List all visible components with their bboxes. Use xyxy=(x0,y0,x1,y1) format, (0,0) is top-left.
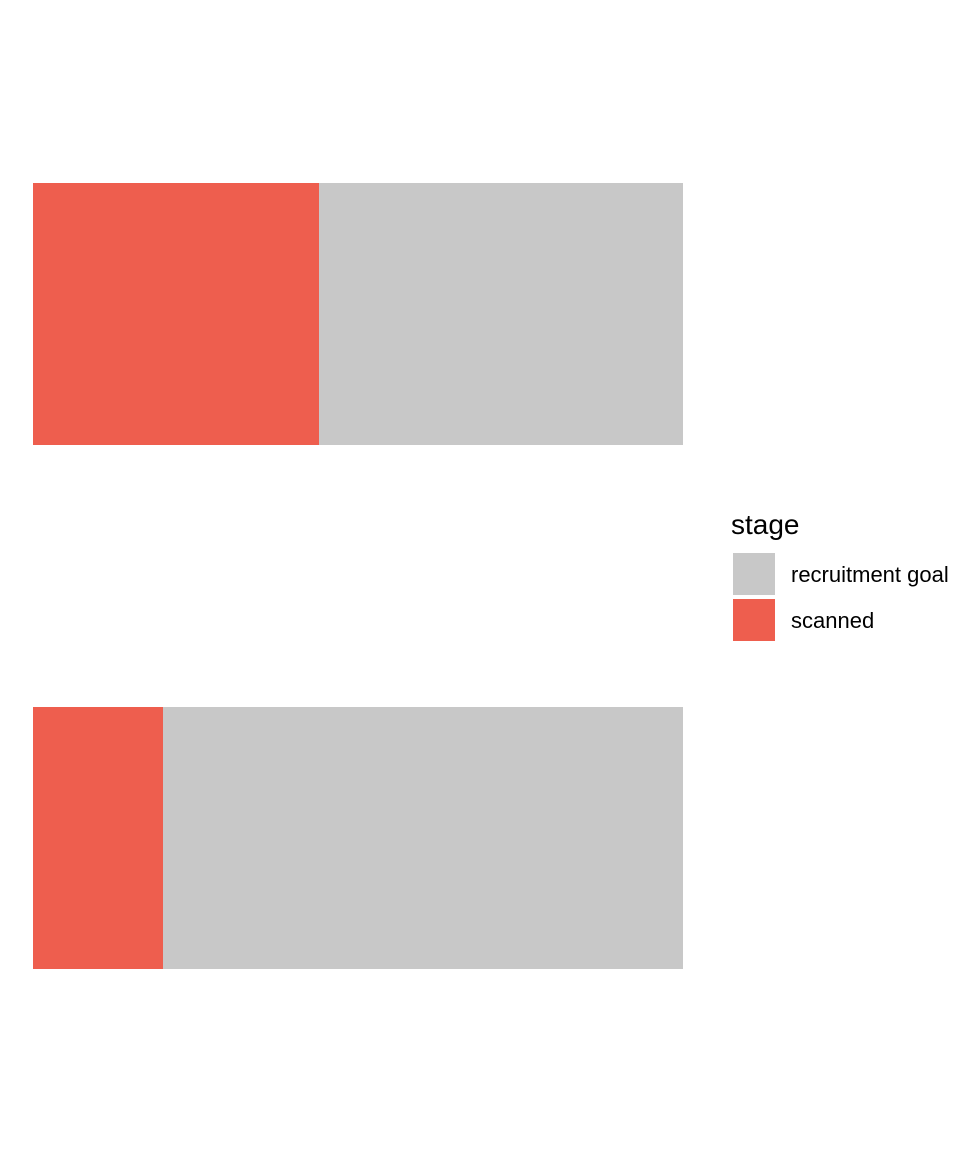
legend-label-recruitment-goal: recruitment goal xyxy=(791,562,949,587)
legend: stage recruitment goal scanned xyxy=(731,509,949,641)
bar-recruitment-goal-0 xyxy=(319,183,683,445)
legend-swatch-recruitment-goal xyxy=(733,553,775,595)
legend-label-scanned: scanned xyxy=(791,608,874,633)
legend-swatch-scanned xyxy=(733,599,775,641)
bars-layer xyxy=(33,183,683,969)
bar-recruitment-goal-1 xyxy=(163,707,683,969)
bar-scanned-1 xyxy=(33,707,163,969)
bar-scanned-0 xyxy=(33,183,319,445)
legend-title: stage xyxy=(731,509,800,540)
